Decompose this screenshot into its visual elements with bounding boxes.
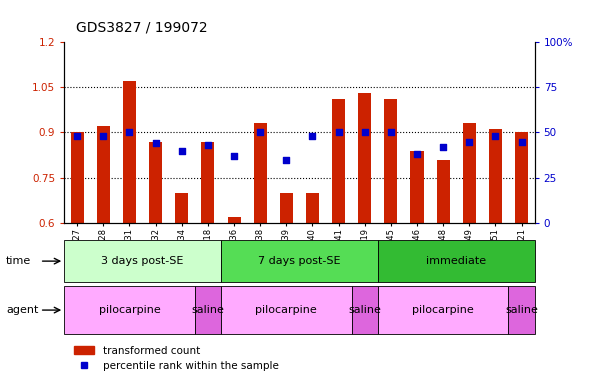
Text: saline: saline bbox=[348, 305, 381, 315]
Point bbox=[438, 144, 448, 150]
Bar bbox=[378, 286, 508, 334]
Text: time: time bbox=[6, 256, 31, 266]
Point bbox=[360, 129, 370, 136]
Point bbox=[412, 151, 422, 157]
Text: pilocarpine: pilocarpine bbox=[412, 305, 474, 315]
Bar bbox=[123, 81, 136, 223]
Point bbox=[307, 133, 317, 139]
Point bbox=[151, 140, 161, 146]
Bar bbox=[149, 142, 162, 223]
Point bbox=[491, 133, 500, 139]
Bar bbox=[352, 286, 378, 334]
Bar bbox=[358, 93, 371, 223]
Text: pilocarpine: pilocarpine bbox=[255, 305, 317, 315]
Bar bbox=[463, 123, 476, 223]
Bar bbox=[306, 193, 319, 223]
Bar bbox=[195, 286, 221, 334]
Bar bbox=[64, 240, 221, 282]
Bar bbox=[332, 99, 345, 223]
Point bbox=[334, 129, 343, 136]
Legend: transformed count, percentile rank within the sample: transformed count, percentile rank withi… bbox=[70, 341, 283, 375]
Bar bbox=[254, 123, 267, 223]
Bar bbox=[71, 132, 84, 223]
Bar bbox=[489, 129, 502, 223]
Point bbox=[255, 129, 265, 136]
Point bbox=[203, 142, 213, 148]
Bar bbox=[437, 160, 450, 223]
Text: 3 days post-SE: 3 days post-SE bbox=[101, 256, 184, 266]
Bar bbox=[508, 286, 535, 334]
Text: saline: saline bbox=[505, 305, 538, 315]
Bar bbox=[97, 126, 110, 223]
Bar bbox=[378, 240, 535, 282]
Point bbox=[229, 153, 239, 159]
Text: 7 days post-SE: 7 days post-SE bbox=[258, 256, 341, 266]
Bar bbox=[384, 99, 397, 223]
Point bbox=[517, 139, 527, 145]
Point bbox=[177, 147, 187, 154]
Bar bbox=[221, 240, 378, 282]
Bar bbox=[64, 286, 195, 334]
Bar bbox=[227, 217, 241, 223]
Bar bbox=[515, 132, 528, 223]
Point bbox=[464, 139, 474, 145]
Text: GDS3827 / 199072: GDS3827 / 199072 bbox=[76, 21, 208, 35]
Bar bbox=[280, 193, 293, 223]
Text: saline: saline bbox=[191, 305, 224, 315]
Text: immediate: immediate bbox=[426, 256, 486, 266]
Point bbox=[98, 133, 108, 139]
Text: pilocarpine: pilocarpine bbox=[98, 305, 160, 315]
Text: agent: agent bbox=[6, 305, 38, 315]
Bar bbox=[221, 286, 352, 334]
Point bbox=[125, 129, 134, 136]
Point bbox=[386, 129, 396, 136]
Point bbox=[72, 133, 82, 139]
Bar bbox=[202, 142, 214, 223]
Bar bbox=[411, 151, 423, 223]
Bar bbox=[175, 193, 188, 223]
Point bbox=[282, 157, 291, 163]
